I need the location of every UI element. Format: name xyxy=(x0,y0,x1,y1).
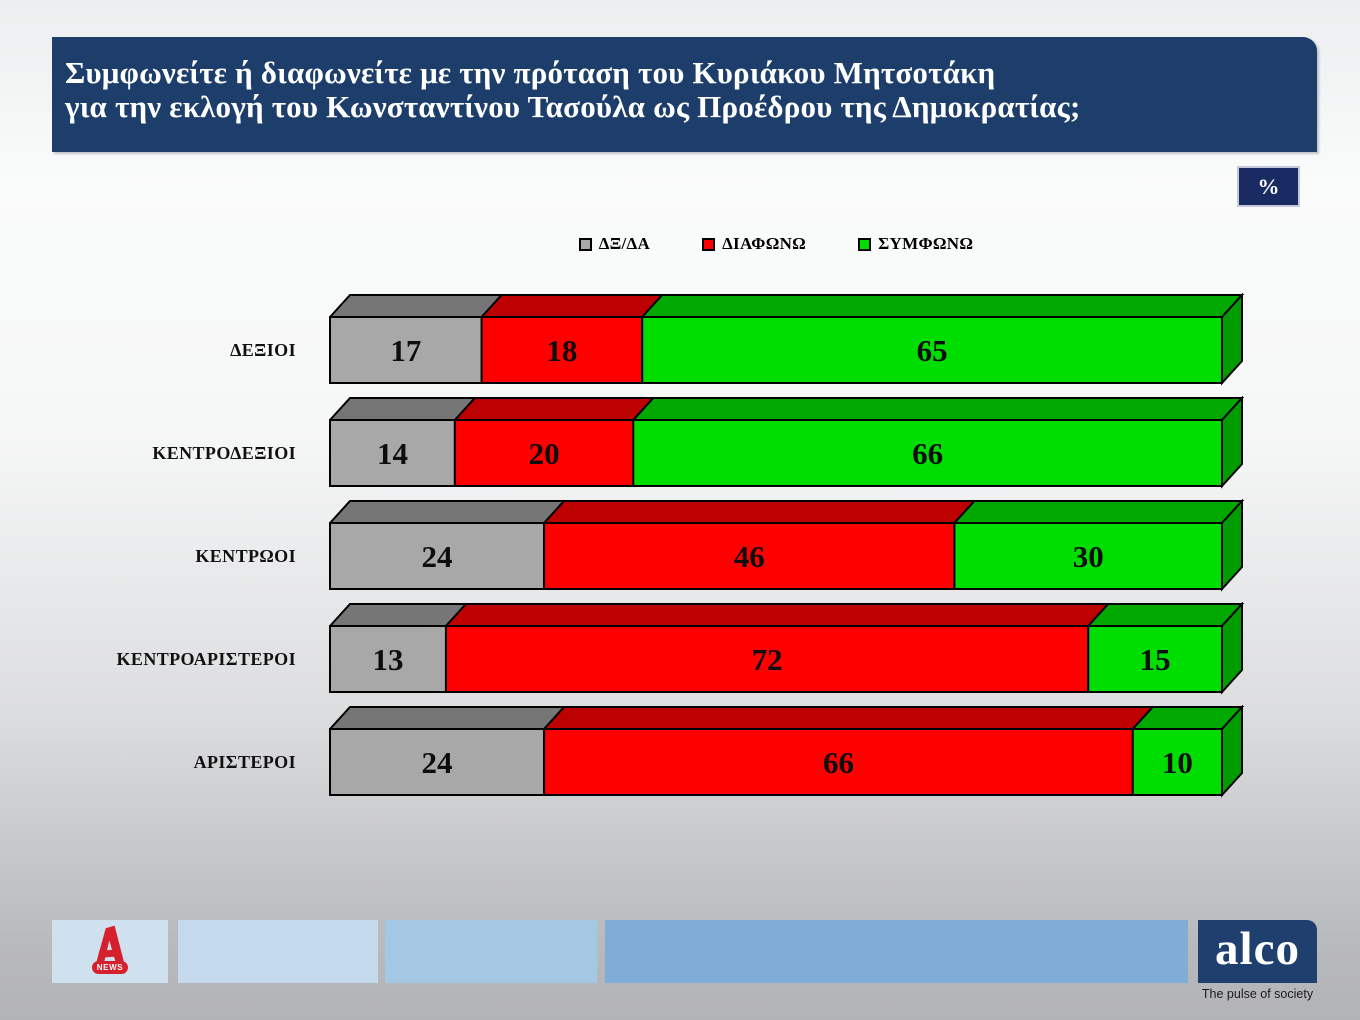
segment-ΔΞ/ΔΑ xyxy=(329,728,546,796)
segment-ΔΞ/ΔΑ xyxy=(329,625,447,693)
alco-logo-text: alco xyxy=(1215,923,1300,975)
alpha-news-label: NEWS xyxy=(92,961,128,974)
segment-top-face xyxy=(329,294,504,318)
bar-row-2: 24 46 30 xyxy=(329,499,1245,592)
legend-item-1: ΔΙΑΦΩΝΩ xyxy=(702,234,806,254)
segment-value-label: 66 xyxy=(912,436,943,471)
bar-row-4: 24 66 10 xyxy=(329,705,1245,798)
question-title-box: Συμφωνείτε ή διαφωνείτε με την πρόταση τ… xyxy=(52,37,1317,152)
segment-value-label: 24 xyxy=(422,539,453,574)
stacked-bar-chart: ΔΕΞΙΟΙ 17 18 65 ΚΕΝΤΡΟΔΕΞΙΟΙ 14 20 66 ΚΕΝΤΡΩΟΙ 24… xyxy=(116,293,1245,798)
segment-ΔΞ/ΔΑ xyxy=(329,522,546,590)
segment-top-face xyxy=(329,397,478,421)
alco-tagline: The pulse of society xyxy=(1201,987,1314,1001)
segment-value-label: 17 xyxy=(390,333,421,368)
legend-label: ΣΥΜΦΩΝΩ xyxy=(878,234,974,253)
segment-top-face xyxy=(541,500,977,524)
segment-ΔΙΑΦΩΝΩ xyxy=(480,316,644,384)
segment-top-face xyxy=(631,397,1245,421)
legend-swatch xyxy=(858,237,872,251)
bar-row-1: 14 20 66 xyxy=(329,396,1245,489)
segment-top-face xyxy=(452,397,656,421)
segment-value-label: 72 xyxy=(752,642,783,677)
segment-value-label: 24 xyxy=(422,745,453,780)
category-label-0: ΔΕΞΙΟΙ xyxy=(230,339,296,360)
legend-label: ΔΞ/ΔΑ xyxy=(598,234,651,253)
segment-top-face xyxy=(1085,603,1245,627)
segment-ΣΥΜΦΩΝΩ xyxy=(953,522,1224,590)
category-label-1: ΚΕΝΤΡΟΔΕΞΙΟΙ xyxy=(152,442,296,463)
segment-ΔΙΑΦΩΝΩ xyxy=(543,728,1134,796)
segment-value-label: 10 xyxy=(1162,745,1193,780)
segment-value-label: 14 xyxy=(377,436,408,471)
footer-strip-block-3 xyxy=(605,920,1188,983)
segment-ΔΙΑΦΩΝΩ xyxy=(444,625,1090,693)
segment-value-label: 15 xyxy=(1140,642,1171,677)
legend-item-2: ΣΥΜΦΩΝΩ xyxy=(858,234,973,254)
segment-top-face xyxy=(952,500,1245,524)
legend-swatch xyxy=(578,237,592,251)
category-label-2: ΚΕΝΤΡΩΟΙ xyxy=(195,545,296,566)
question-title-line2: για την εκλογή του Κωνσταντίνου Τασούλα … xyxy=(65,89,1081,124)
category-label-4: ΑΡΙΣΤΕΡΟΙ xyxy=(193,751,296,772)
legend-item-0: ΔΞ/ΔΑ xyxy=(578,234,651,254)
segment-ΔΙΑΦΩΝΩ xyxy=(453,419,635,487)
footer-strip-block-2 xyxy=(385,920,597,983)
segment-value-label: 66 xyxy=(823,745,854,780)
segment-top-face xyxy=(329,500,567,524)
footer-strip-block-0: NEWS xyxy=(52,920,168,983)
alco-logo: alco xyxy=(1198,920,1317,983)
alpha-news-icon xyxy=(96,925,125,966)
bar-row-0: 17 18 65 xyxy=(329,293,1245,386)
segment-ΣΥΜΦΩΝΩ xyxy=(1087,625,1224,693)
segment-value-label: 46 xyxy=(734,539,765,574)
bar-row-3: 13 72 15 xyxy=(329,602,1245,695)
category-label-3: ΚΕΝΤΡΟΑΡΙΣΤΕΡΟΙ xyxy=(116,648,296,669)
footer-strip-block-1 xyxy=(178,920,378,983)
question-title-line1: Συμφωνείτε ή διαφωνείτε με την πρόταση τ… xyxy=(65,55,996,90)
segment-top-face xyxy=(443,603,1111,627)
segment-top-face xyxy=(541,706,1156,730)
segment-value-label: 65 xyxy=(917,333,948,368)
segment-ΣΥΜΦΩΝΩ xyxy=(632,419,1223,487)
legend-swatch xyxy=(702,237,716,251)
segment-value-label: 30 xyxy=(1073,539,1104,574)
legend: ΔΞ/ΔΑ ΔΙΑΦΩΝΩ ΣΥΜΦΩΝΩ xyxy=(330,234,1222,254)
legend-label: ΔΙΑΦΩΝΩ xyxy=(722,234,807,253)
segment-top-face xyxy=(479,294,665,318)
segment-top-face xyxy=(329,603,469,627)
segment-value-label: 13 xyxy=(372,642,403,677)
segment-ΣΥΜΦΩΝΩ xyxy=(641,316,1223,384)
segment-value-label: 18 xyxy=(546,333,577,368)
segment-value-label: 20 xyxy=(529,436,560,471)
segment-ΣΥΜΦΩΝΩ xyxy=(1131,728,1223,796)
segment-top-face xyxy=(639,294,1245,318)
segment-ΔΞ/ΔΑ xyxy=(329,419,456,487)
segment-top-face xyxy=(329,706,567,730)
percent-unit-badge: % xyxy=(1237,166,1300,207)
